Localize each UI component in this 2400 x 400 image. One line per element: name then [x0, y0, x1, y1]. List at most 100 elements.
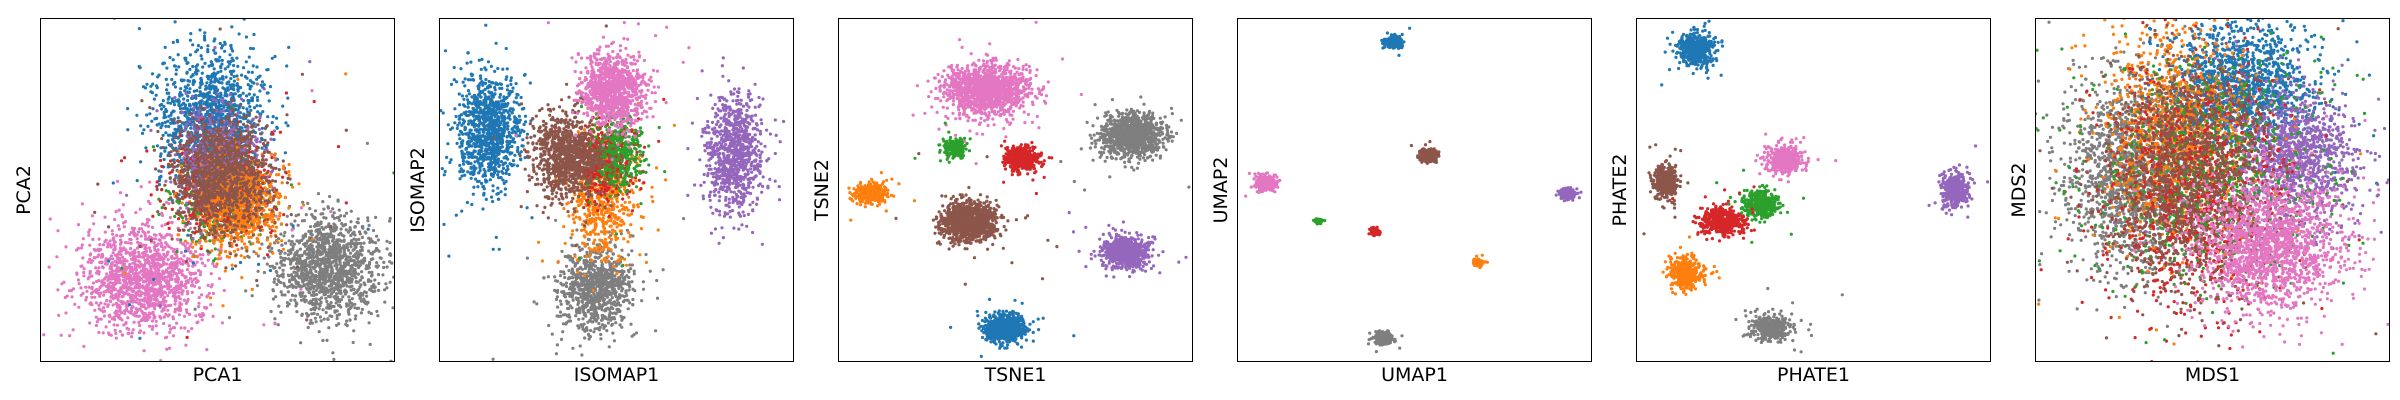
scatter-point	[356, 259, 360, 264]
scatter-point	[313, 316, 317, 320]
scatter-point	[302, 297, 306, 301]
scatter-point	[116, 280, 120, 284]
scatter-point	[270, 229, 274, 233]
scatter-point	[275, 116, 279, 120]
scatter-point	[346, 248, 351, 252]
scatter-point	[131, 268, 135, 273]
scatter-point	[131, 298, 135, 302]
scatter-point	[371, 240, 375, 244]
scatter-point	[177, 268, 181, 272]
scatter-point	[178, 107, 183, 111]
scatter-point	[369, 257, 373, 261]
scatter-point	[170, 198, 174, 202]
scatter-point	[155, 261, 160, 265]
scatter-point	[97, 317, 101, 321]
scatter-point	[115, 233, 119, 237]
scatter-point	[332, 229, 336, 233]
scatter-point	[117, 266, 121, 270]
scatter-point	[238, 125, 242, 129]
scatter-point	[185, 70, 189, 74]
scatter-point	[97, 248, 101, 253]
scatter-point	[175, 321, 179, 325]
scatter-point	[137, 314, 141, 318]
scatter-point	[94, 301, 98, 305]
scatter-point	[209, 60, 213, 64]
scatter-point	[281, 104, 285, 108]
scatter-point	[158, 154, 163, 158]
scatter-point	[214, 85, 218, 89]
scatter-point	[200, 318, 204, 322]
scatter-point	[212, 67, 216, 71]
scatter-point	[121, 275, 125, 279]
scatter-point	[157, 276, 161, 280]
scatter-point	[128, 253, 132, 257]
scatter-point	[129, 230, 134, 234]
scatter-point	[328, 306, 333, 310]
scatter-point	[186, 79, 190, 83]
scatter-point	[125, 326, 129, 330]
scatter-point	[111, 284, 115, 288]
scatter-point	[194, 314, 198, 318]
scatter-point	[179, 251, 183, 255]
scatter-point	[216, 70, 220, 74]
scatter-point	[131, 227, 135, 231]
scatter-point	[385, 239, 389, 243]
scatter-point	[344, 222, 348, 227]
scatter-point	[162, 252, 166, 256]
scatter-point	[153, 243, 157, 247]
scatter-point	[344, 322, 348, 326]
scatter-point	[336, 238, 340, 242]
scatter-point	[200, 71, 204, 75]
scatter-point	[161, 263, 165, 267]
scatter-point	[250, 294, 254, 298]
scatter-point	[238, 260, 243, 265]
scatter-point	[231, 49, 235, 53]
scatter-point	[220, 58, 224, 63]
scatter-point	[174, 253, 179, 257]
scatter-point	[367, 266, 371, 270]
scatter-point	[327, 284, 331, 288]
scatter-point	[389, 359, 393, 362]
scatter-point	[230, 25, 234, 29]
scatter-point	[150, 72, 155, 76]
scatter-point	[251, 64, 255, 68]
scatter-point	[173, 267, 177, 271]
scatter-point	[124, 248, 128, 252]
scatter-point	[111, 303, 115, 307]
scatter-point	[202, 102, 206, 106]
scatter-point	[195, 260, 199, 264]
scatter-point	[145, 82, 149, 86]
scatter-point	[292, 242, 296, 246]
scatter-point	[157, 73, 161, 77]
scatter-point	[173, 310, 177, 314]
scatter-point	[168, 346, 172, 350]
scatter-point	[207, 90, 212, 95]
cluster-pink	[42, 89, 333, 362]
scatter-point	[95, 271, 99, 275]
scatter-point	[137, 307, 141, 311]
scatter-point	[151, 273, 155, 277]
scatter-point	[192, 89, 196, 93]
scatter-point	[127, 273, 131, 277]
scatter-point	[93, 289, 97, 293]
scatter-point	[260, 146, 264, 150]
scatter-point	[174, 133, 178, 137]
scatter-point	[169, 327, 173, 331]
scatter-point	[162, 284, 167, 289]
scatter-point	[80, 264, 84, 268]
scatter-point	[162, 303, 166, 307]
scatter-point	[281, 175, 285, 179]
scatter-point	[176, 53, 180, 57]
scatter-point	[203, 264, 207, 268]
scatter-point	[161, 62, 165, 66]
scatter-point	[168, 330, 172, 334]
scatter-point	[164, 291, 168, 295]
scatter-point	[87, 233, 91, 237]
scatter-point	[370, 270, 374, 274]
scatter-point	[198, 273, 202, 277]
scatter-point	[146, 237, 150, 241]
scatter-point	[337, 250, 341, 254]
scatter-point	[177, 152, 181, 157]
scatter-point	[368, 240, 372, 244]
scatter-point	[348, 255, 352, 259]
